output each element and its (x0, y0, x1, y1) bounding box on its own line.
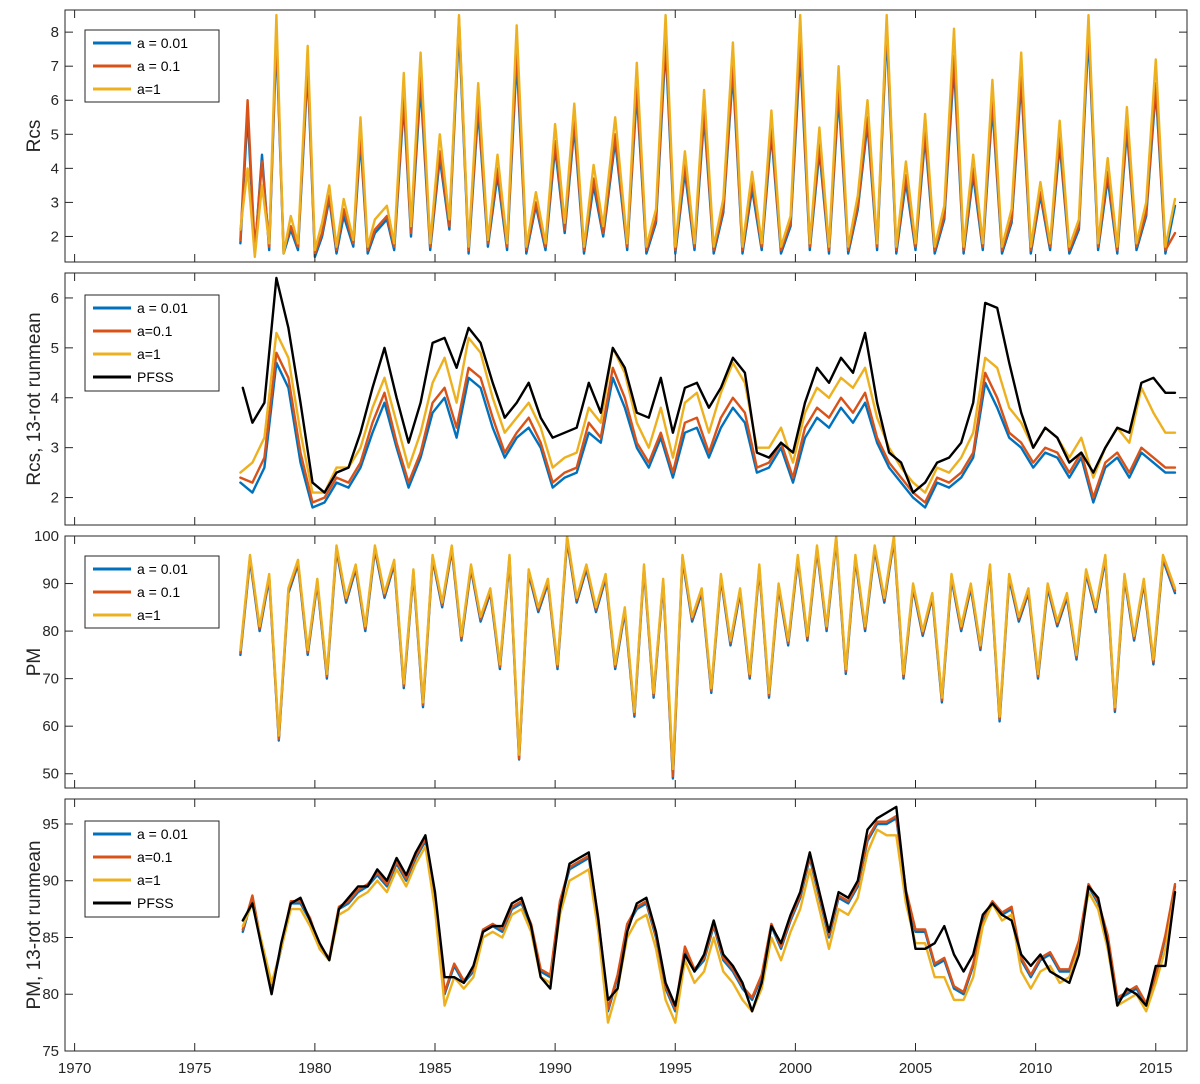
x-tick-label: 2005 (899, 1060, 932, 1077)
y-tick-label: 75 (42, 1043, 59, 1060)
y-tick-label: 60 (42, 718, 59, 735)
series-line-a-0-1 (239, 351, 1177, 504)
y-tick-label: 3 (51, 194, 59, 211)
series-line-a-1 (239, 536, 1177, 771)
legend-label: a=0.1 (137, 849, 173, 865)
x-tick-label: 2015 (1139, 1060, 1172, 1077)
y-tick-label: 8 (51, 24, 59, 41)
y-tick-label: 7 (51, 58, 59, 75)
series-group (239, 536, 1177, 780)
axis-box (64, 272, 1188, 526)
series-line-pfss (241, 805, 1177, 1013)
x-tick-label: 1980 (298, 1060, 331, 1077)
x-tick-label: 1985 (418, 1060, 451, 1077)
y-tick-label: 70 (42, 671, 59, 688)
axis-box (64, 798, 1188, 1052)
axis-box (64, 9, 1188, 263)
series-line-a-1 (241, 828, 1177, 1024)
y-tick-label: 5 (51, 126, 59, 143)
series-line-a-0-01 (239, 361, 1177, 509)
y-axis-label: Rcs (24, 120, 45, 153)
x-tick-label: 2010 (1019, 1060, 1052, 1077)
y-tick-label: 4 (51, 390, 59, 407)
y-tick-label: 6 (51, 92, 59, 109)
legend-box (84, 294, 220, 392)
legend: a = 0.01 a = 0.1 a=1 (84, 29, 220, 103)
legend-label: a = 0.1 (137, 58, 180, 74)
legend-label: a=1 (137, 607, 161, 623)
y-tick-label: 90 (42, 576, 59, 593)
y-tick-label: 85 (42, 929, 59, 946)
y-tick-label: 6 (51, 290, 59, 307)
legend-box (84, 820, 220, 918)
y-tick-label: 80 (42, 623, 59, 640)
x-tick-label: 1990 (538, 1060, 571, 1077)
y-axis-label: Rcs, 13-rot runmean (24, 312, 45, 485)
series-group (239, 13, 1177, 259)
legend-label: a=1 (137, 81, 161, 97)
y-tick-label: 2 (51, 490, 59, 507)
legend-label: PFSS (137, 895, 174, 911)
series-line-pfss (241, 276, 1177, 494)
series-line-a-1 (239, 331, 1177, 494)
legend: a = 0.01 a = 0.1 a=1 (84, 555, 220, 629)
legend-label: a=1 (137, 346, 161, 362)
legend-label: PFSS (137, 369, 174, 385)
y-tick-label: 95 (42, 816, 59, 833)
panel-4: 75 80 85 90 95 1970 1975 1980 1985 1990 1995 2000 20… (24, 798, 1188, 1077)
legend-label: a = 0.01 (137, 300, 188, 316)
panel-3: 50 60 70 80 90 100 PM a = 0.01 a = 0.1 a=1 (24, 528, 1188, 789)
panel-2: 2 3 4 5 6 Rcs, 13-rot runmean a = 0.01 a=0.1 a=1… (24, 272, 1188, 526)
x-tick-label: 2000 (779, 1060, 812, 1077)
legend-label: a = 0.1 (137, 584, 180, 600)
legend-label: a=1 (137, 872, 161, 888)
y-tick-label: 50 (42, 766, 59, 783)
x-tick-label: 1975 (178, 1060, 211, 1077)
legend-label: a = 0.01 (137, 35, 188, 51)
y-tick-label: 90 (42, 873, 59, 890)
panel-1: 2 3 4 5 6 7 8 Rcs a = 0.01 a = 0.1 a=1 (24, 9, 1188, 263)
y-tick-label: 3 (51, 440, 59, 457)
legend: a = 0.01 a=0.1 a=1 PFSS (84, 294, 220, 392)
y-tick-label: 80 (42, 986, 59, 1003)
series-group (239, 276, 1177, 509)
series-group (241, 805, 1177, 1024)
y-tick-label: 5 (51, 340, 59, 357)
x-tick-label: 1970 (58, 1060, 91, 1077)
y-axis-label: PM, 13-rot runmean (24, 841, 45, 1010)
series-line-a-1 (239, 13, 1177, 259)
legend-label: a = 0.01 (137, 826, 188, 842)
y-tick-label: 4 (51, 160, 59, 177)
y-axis-label: PM (24, 648, 45, 677)
x-tick-label: 1995 (659, 1060, 692, 1077)
axis-box (64, 535, 1188, 789)
legend-label: a=0.1 (137, 323, 173, 339)
legend-label: a = 0.01 (137, 561, 188, 577)
y-tick-label: 2 (51, 228, 59, 245)
legend: a = 0.01 a=0.1 a=1 PFSS (84, 820, 220, 918)
y-tick-label: 100 (34, 528, 59, 545)
